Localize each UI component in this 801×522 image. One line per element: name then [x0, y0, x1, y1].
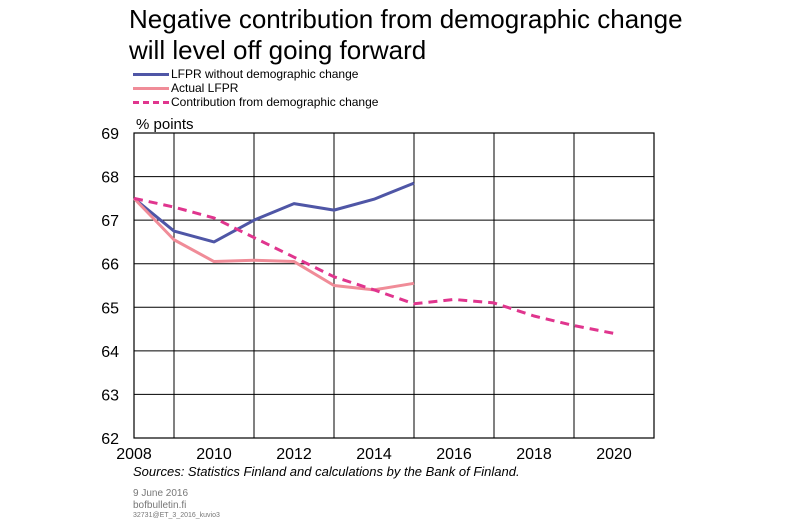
- legend-label-contribution: Contribution from demographic change: [171, 95, 379, 109]
- y-tick-label: 64: [101, 344, 119, 361]
- x-axis-ticks: 2008 2010 2012 2014 2016 2018 2020: [116, 446, 632, 463]
- x-tick-label: 2008: [116, 446, 152, 463]
- chart-title-line-2: will level off going forward: [129, 35, 427, 65]
- y-tick-label: 68: [101, 170, 119, 187]
- legend: LFPR without demographic change Actual L…: [133, 67, 378, 109]
- y-axis-ticks: 62 63 64 65 66 67 68 69: [101, 126, 119, 448]
- series-line-3: [133, 196, 615, 335]
- legend-label-actual-lfpr: Actual LFPR: [171, 81, 239, 95]
- x-tick-label: 2018: [516, 446, 552, 463]
- legend-swatch-lfpr-without: [133, 72, 169, 76]
- footer-code: 32731@ET_3_2016_kuvio3: [133, 512, 220, 519]
- series-lines: [132, 181, 615, 335]
- series-line-2: [132, 197, 415, 292]
- y-tick-label: 63: [101, 387, 119, 404]
- y-tick-label: 62: [101, 431, 119, 448]
- x-tick-label: 2016: [436, 446, 472, 463]
- footer-site: bofbulletin.fi: [133, 500, 187, 511]
- y-tick-label: 67: [101, 213, 119, 230]
- y-tick-label: 65: [101, 300, 119, 317]
- y-tick-label: 66: [101, 257, 119, 274]
- x-tick-label: 2014: [356, 446, 392, 463]
- series-line-1: [133, 181, 415, 244]
- x-tick-label: 2020: [596, 446, 632, 463]
- legend-item-contribution: Contribution from demographic change: [133, 95, 378, 109]
- x-tick-label: 2012: [276, 446, 312, 463]
- y-tick-label: 69: [101, 126, 119, 143]
- legend-label-lfpr-without: LFPR without demographic change: [171, 67, 359, 81]
- source-note: Sources: Statistics Finland and calculat…: [133, 464, 520, 479]
- legend-swatch-actual-lfpr: [133, 86, 169, 90]
- legend-swatch-contribution: [133, 100, 169, 104]
- legend-item-lfpr-without: LFPR without demographic change: [133, 67, 378, 81]
- chart-title-line-1: Negative contribution from demographic c…: [129, 4, 683, 34]
- footer-date: 9 June 2016: [133, 488, 189, 499]
- chart-title: Negative contribution from demographic c…: [129, 4, 769, 66]
- legend-item-actual-lfpr: Actual LFPR: [133, 81, 378, 95]
- y-axis-unit-label: % points: [136, 116, 194, 133]
- x-tick-label: 2010: [196, 446, 232, 463]
